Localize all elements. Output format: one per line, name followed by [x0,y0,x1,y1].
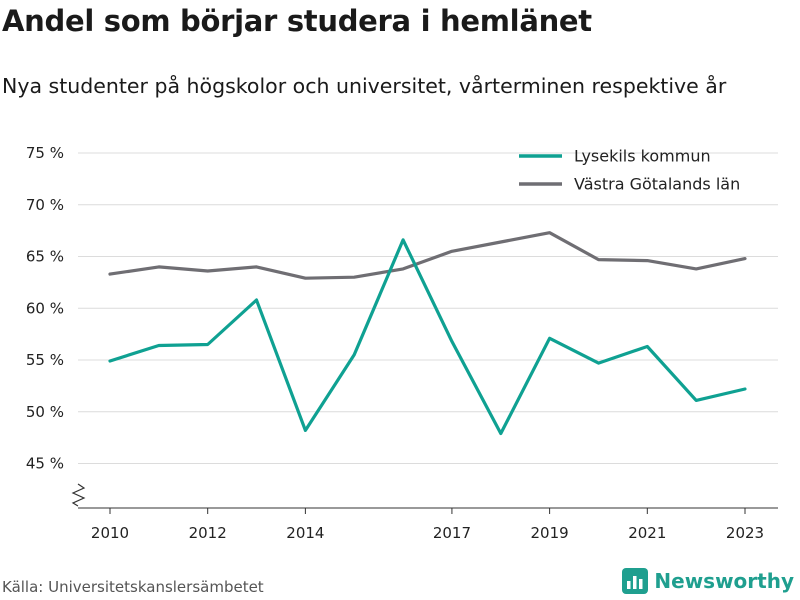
chart-title: Andel som börjar studera i hemlänet [2,4,592,38]
axes: 45 % 50 % 55 % 60 % 65 % 70 % 75 % 2010 2012 2014… [26,144,778,542]
grid-lines [78,152,778,464]
legend: Lysekils kommun Västra Götalands län [519,147,740,194]
brand-name: Newsworthy [654,569,794,593]
y-tick-label: 55 % [26,351,64,369]
series-line-lysekil [108,238,747,436]
bar-chart-logo-icon [622,568,649,594]
series-line-vastra-gotaland [108,231,747,280]
source-note: Källa: Universitetskanslersämbetet [2,578,264,596]
x-tick-label: 2017 [433,524,471,542]
y-tick-label: 75 % [26,144,64,162]
legend-label: Västra Götalands län [574,175,740,194]
series-lines [108,231,747,436]
x-tick-label: 2023 [726,524,764,542]
y-tick-label: 60 % [26,299,64,317]
x-tick-label: 2021 [628,524,666,542]
y-tick-label: 45 % [26,455,64,473]
axis-break-mark [71,483,86,507]
x-tick-label: 2010 [91,524,129,542]
legend-label: Lysekils kommun [574,147,711,166]
chart-subtitle: Nya studenter på högskolor och universit… [2,74,727,98]
y-tick-label: 65 % [26,248,64,266]
y-tick-label: 70 % [26,196,64,214]
y-tick-label: 50 % [26,403,64,421]
x-tick-label: 2012 [189,524,227,542]
x-tick-label: 2014 [286,524,324,542]
brand-logo[interactable]: Newsworthy [622,568,794,594]
x-tick-label: 2019 [531,524,569,542]
